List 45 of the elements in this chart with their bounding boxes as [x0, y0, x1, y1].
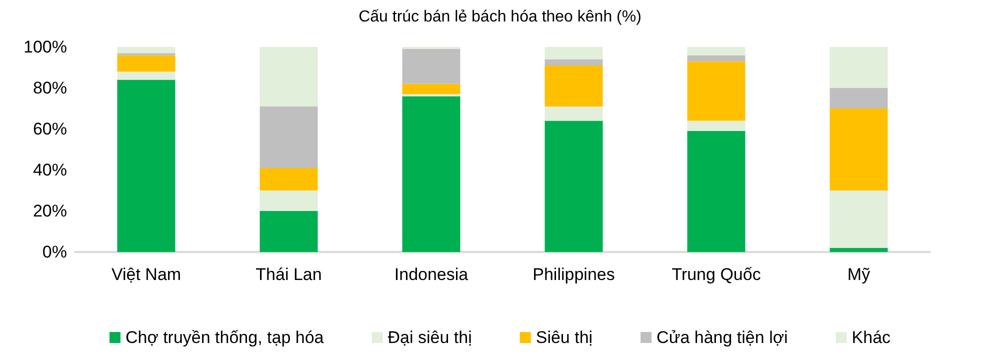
- bar: [830, 248, 888, 252]
- bar: [402, 49, 460, 84]
- bar: [117, 55, 176, 72]
- bar: [544, 59, 603, 66]
- bar: [687, 47, 746, 56]
- bar: [117, 72, 176, 80]
- bar: [544, 65, 603, 106]
- bar: [830, 190, 888, 248]
- y-tick-label: 40%: [32, 160, 67, 180]
- legend-label: Cửa hàng tiện lợi: [656, 328, 788, 347]
- bar: [687, 120, 746, 132]
- bar: [830, 88, 888, 108]
- bar: [830, 108, 888, 190]
- bar: [260, 168, 318, 190]
- legend-label: Chợ truyền thống, tạp hóa: [125, 328, 324, 347]
- y-tick-label: 80%: [32, 78, 67, 98]
- x-tick-label: Philippines: [532, 265, 615, 284]
- y-tick-label: 0%: [42, 242, 67, 262]
- bar: [260, 190, 318, 211]
- bar: [544, 47, 603, 60]
- bar: [687, 131, 746, 252]
- y-tick-label: 60%: [32, 120, 67, 138]
- bar: [260, 106, 318, 168]
- bar: [260, 211, 318, 252]
- y-tick-label: 20%: [32, 202, 67, 220]
- bar: [544, 106, 603, 121]
- y-tick-label: 100%: [24, 38, 67, 56]
- x-tick-label: Mỹ: [847, 265, 871, 284]
- x-tick-label: Việt Nam: [111, 265, 182, 284]
- bar: [117, 47, 176, 54]
- legend-label: Khác: [852, 328, 892, 347]
- bar: [402, 96, 460, 252]
- x-tick-label: Trung Quốc: [672, 265, 762, 284]
- legend-label: Đại siêu thị: [388, 328, 472, 347]
- bar: [830, 47, 888, 88]
- x-tick-label: Indonesia: [394, 265, 469, 284]
- chart-title: Cấu trúc bán lẻ bách hóa theo kênh (%): [358, 8, 642, 26]
- bar: [260, 47, 318, 106]
- legend-label: Siêu thị: [536, 328, 593, 347]
- bar: [117, 80, 176, 252]
- bar: [687, 61, 746, 121]
- bar: [402, 84, 460, 94]
- bar: [687, 55, 746, 62]
- x-tick-label: Thái Lan: [256, 265, 322, 284]
- bar: [544, 120, 603, 252]
